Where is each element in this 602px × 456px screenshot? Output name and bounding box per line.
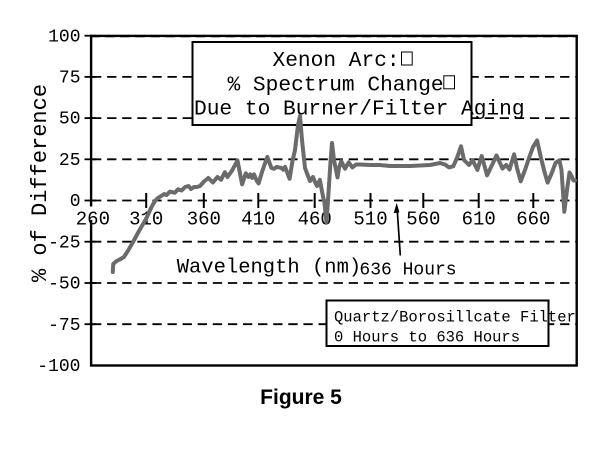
svg-text:0 Hours to 636 Hours: 0 Hours to 636 Hours (334, 329, 520, 347)
svg-text:Due to Burner/Filter Aging: Due to Burner/Filter Aging (194, 98, 525, 122)
svg-text:0: 0 (70, 192, 81, 212)
svg-text:410: 410 (241, 208, 275, 230)
svg-text:50: 50 (59, 110, 81, 130)
svg-text:Xenon Arc:: Xenon Arc: (273, 49, 400, 73)
svg-text:-50: -50 (48, 275, 80, 295)
svg-text:Quartz/Borosillcate Filter: Quartz/Borosillcate Filter (334, 309, 576, 327)
svg-text:-25: -25 (48, 233, 80, 253)
svg-text:260: 260 (76, 208, 110, 230)
svg-text:660: 660 (516, 208, 550, 230)
svg-text:25: 25 (59, 151, 81, 171)
svg-text:100: 100 (48, 27, 80, 47)
svg-text:% Spectrum Change: % Spectrum Change (228, 74, 444, 98)
svg-text:510: 510 (353, 208, 387, 230)
svg-text:610: 610 (462, 208, 496, 230)
svg-text:460: 460 (298, 208, 332, 230)
svg-text:636 Hours: 636 Hours (359, 261, 456, 281)
svg-text:% of Difference: % of Difference (28, 84, 53, 282)
svg-text:75: 75 (59, 69, 81, 89)
svg-text:360: 360 (187, 208, 221, 230)
svg-text:-100: -100 (37, 357, 80, 377)
svg-text:Wavelength (nm): Wavelength (nm) (177, 257, 362, 280)
svg-text:560: 560 (406, 208, 440, 230)
svg-text:-75: -75 (48, 316, 80, 336)
